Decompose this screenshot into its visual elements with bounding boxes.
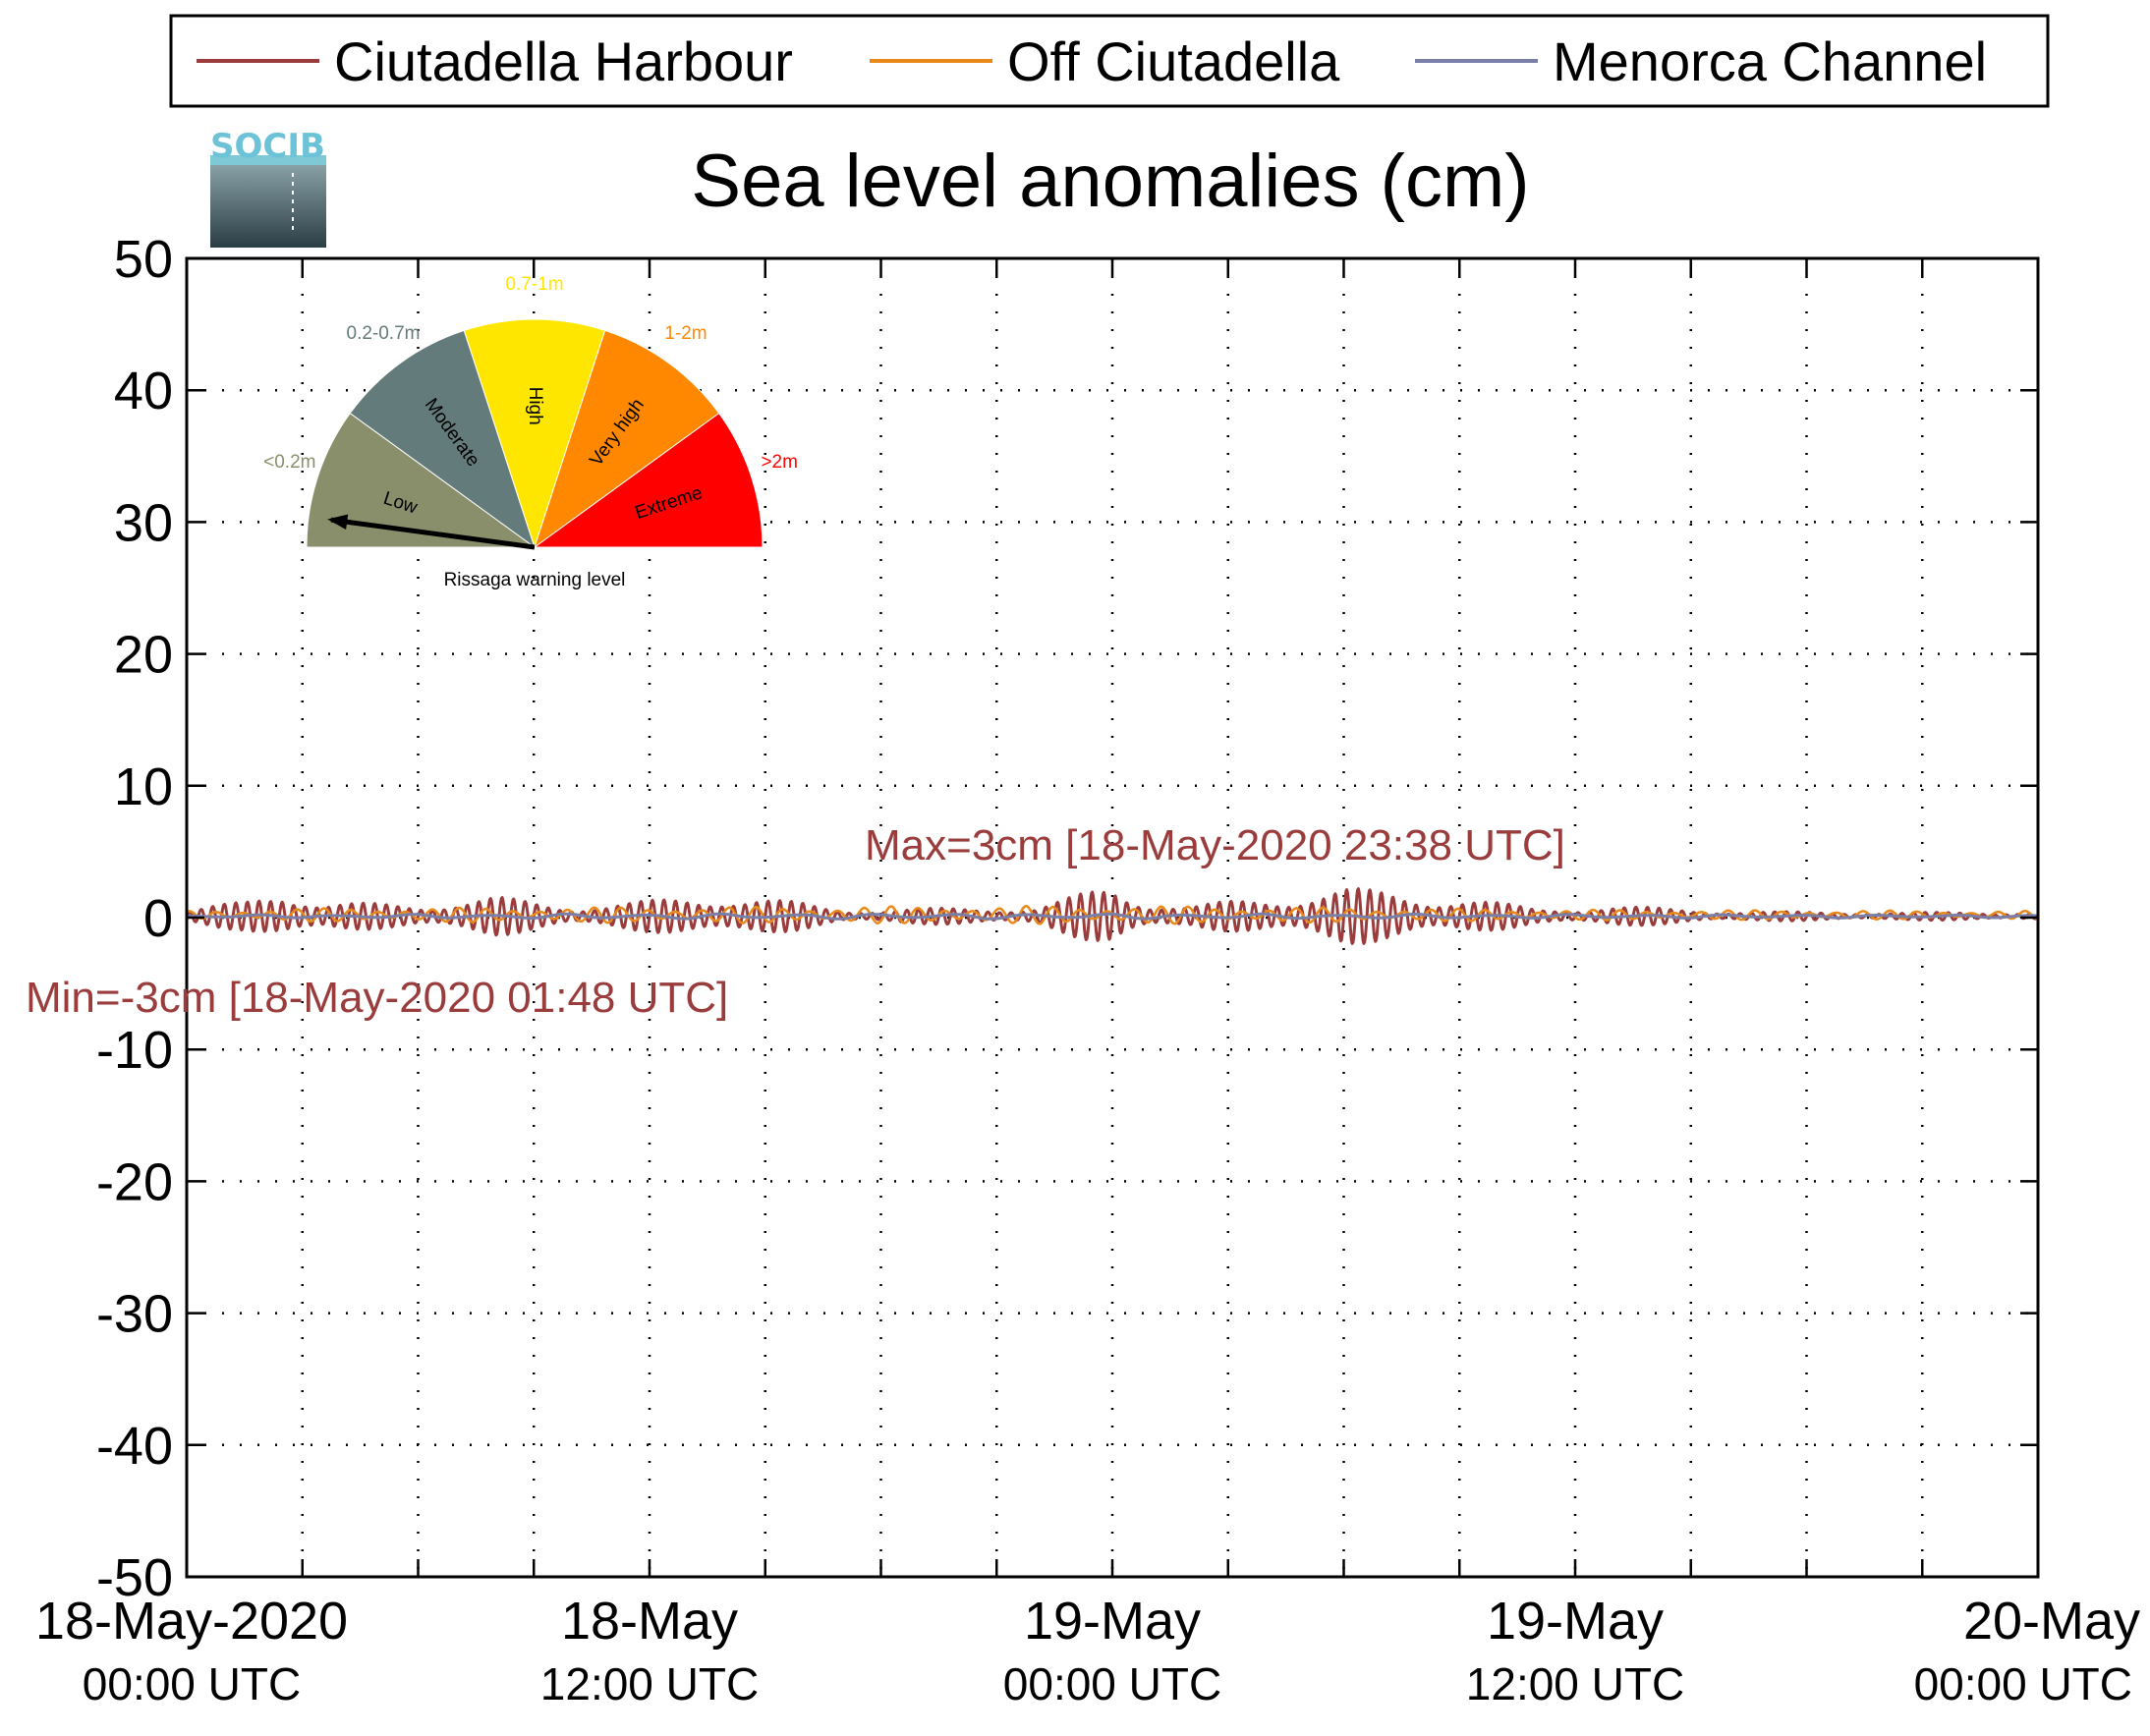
- y-tick-label: -30: [96, 1285, 173, 1344]
- gauge-range-label: 0.7-1m: [505, 274, 563, 295]
- x-tick-label-time: 00:00 UTC: [1914, 1658, 2132, 1709]
- annotation-max: Max=3cm [18-May-2020 23:38 UTC]: [865, 821, 1565, 869]
- y-tick-label: -20: [96, 1152, 173, 1211]
- y-tick-label: 40: [114, 362, 173, 420]
- y-tick-label: -40: [96, 1417, 173, 1476]
- gauge-needle-head: [327, 514, 349, 530]
- legend-label-menorca-channel: Menorca Channel: [1553, 30, 1987, 92]
- x-tick-label-date: 19-May: [1487, 1592, 1664, 1651]
- x-tick-label-date: 20-May: [1963, 1592, 2140, 1651]
- logo-text: SOCIB: [210, 127, 325, 166]
- gauge-sector-moderate: [349, 329, 536, 549]
- gauge-needle-shaft: [330, 517, 536, 550]
- x-tick-label-time: 12:00 UTC: [540, 1658, 759, 1709]
- legend: Ciutadella Harbour Off Ciutadella Menorc…: [169, 14, 2050, 108]
- gauge-range-label: <0.2m: [263, 452, 315, 473]
- logo-block: [210, 163, 326, 248]
- x-tick-label-date: 19-May: [1024, 1592, 1201, 1651]
- y-tick-label: 20: [114, 626, 173, 685]
- x-tick-label-date: 18-May-2020: [35, 1592, 348, 1651]
- gauge-caption: Rissaga warning level: [444, 570, 626, 590]
- gauge-range-label: >2m: [761, 452, 798, 473]
- x-tick-labels: 18-May-2020 00:00 UTC 18-May 12:00 UTC 19-Ma…: [35, 1592, 2140, 1709]
- socib-logo: SOCIB: [210, 127, 326, 248]
- y-tick-label: -50: [96, 1548, 173, 1607]
- gauge-sectors: [306, 318, 764, 549]
- x-tick-label-time: 00:00 UTC: [1003, 1658, 1221, 1709]
- y-tick-labels: 50 40 30 20 10 0 -10 -20 -30 -40 -50: [96, 230, 173, 1607]
- gauge-sector-high: [463, 318, 606, 549]
- gauge-range-label: 0.2-0.7m: [347, 323, 421, 344]
- ticks: [185, 256, 2040, 1579]
- x-tick-label-date: 18-May: [561, 1592, 738, 1651]
- y-tick-label: 10: [114, 757, 173, 816]
- legend-label-ciutadella-harbour: Ciutadella Harbour: [334, 30, 793, 92]
- x-tick-label-time: 00:00 UTC: [83, 1658, 301, 1709]
- gauge-range-labels: <0.2m 0.2-0.7m 0.7-1m 1-2m >2m: [263, 274, 798, 473]
- logo-stripe: [210, 155, 326, 165]
- chart-title: Sea level anomalies (cm): [691, 140, 1529, 223]
- y-tick-label: 30: [114, 493, 173, 552]
- gauge-sector-extreme: [533, 412, 764, 548]
- y-tick-label: -10: [96, 1021, 173, 1080]
- x-tick-label-time: 12:00 UTC: [1466, 1658, 1684, 1709]
- legend-box: [169, 14, 2050, 108]
- gauge-sector-very-high: [534, 329, 720, 549]
- annotation-min: Min=-3cm [18-May-2020 01:48 UTC]: [26, 974, 728, 1022]
- legend-label-off-ciutadella: Off Ciutadella: [1007, 30, 1340, 92]
- gauge-range-label: 1-2m: [664, 323, 707, 344]
- gauge-level-label: High: [525, 387, 545, 425]
- series-line-menorca-channel: [186, 912, 2039, 921]
- gauge-sector-low: [306, 412, 537, 548]
- y-tick-label: 50: [114, 230, 173, 289]
- series-layer: [185, 887, 2040, 945]
- y-tick-label: 0: [143, 889, 173, 948]
- gauge-needle: [327, 514, 536, 550]
